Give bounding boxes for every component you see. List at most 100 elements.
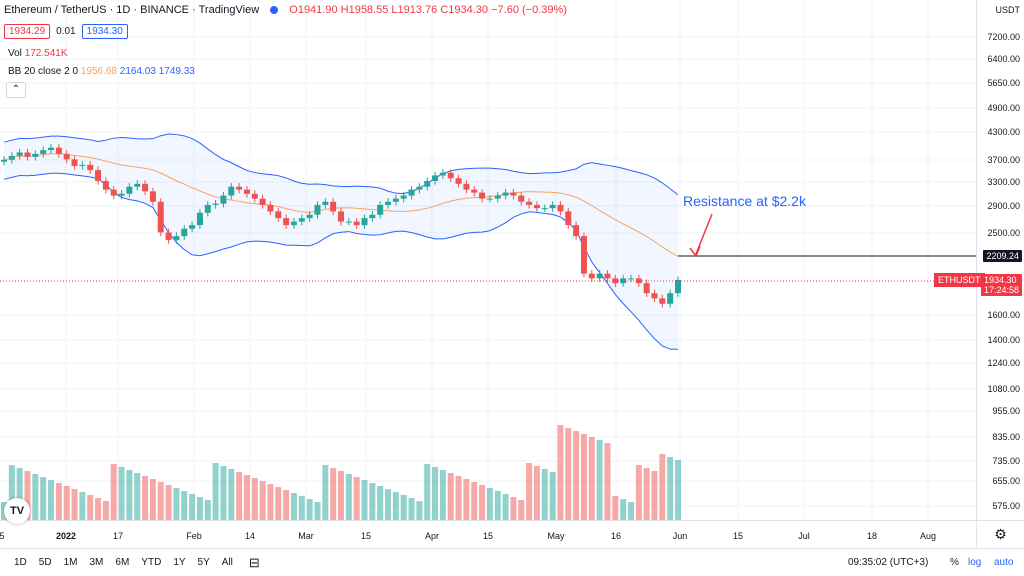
candle-body <box>533 204 540 209</box>
volume-bar <box>604 443 611 520</box>
volume-bar <box>471 482 478 520</box>
candle-body <box>267 204 274 212</box>
range-button-3m[interactable]: 3M <box>89 557 104 568</box>
price-tick: 1400.00 <box>987 335 1020 345</box>
settings-gear-icon[interactable]: ⚙ <box>976 520 1024 548</box>
tradingview-logo[interactable]: TV <box>4 498 30 524</box>
volume-bar <box>573 431 580 520</box>
candle-body <box>596 273 603 279</box>
volume-bar <box>620 499 627 520</box>
candle-body <box>330 201 337 212</box>
chevron-up-icon[interactable]: ⌃ <box>6 82 26 98</box>
ask-price[interactable]: 1934.30 <box>81 24 128 39</box>
range-button-6m[interactable]: 6M <box>115 557 130 568</box>
price-tick: 3300.00 <box>987 177 1020 187</box>
volume-bar <box>345 474 352 520</box>
volume-bar <box>588 437 595 520</box>
candle-body <box>8 155 15 160</box>
volume-bar <box>369 483 376 520</box>
time-axis[interactable]: 5 2022 17 Feb 14 Mar 15 Apr 15 May 16 Jun 15 Jul 18 Aug <box>0 520 976 548</box>
candle-body <box>377 204 384 215</box>
bb-upper-line <box>3 133 679 196</box>
candle-body <box>675 279 681 294</box>
volume-bar <box>251 478 258 520</box>
volume-bar <box>416 501 423 520</box>
range-button-1y[interactable]: 1Y <box>173 557 186 568</box>
volume-bar <box>580 434 587 520</box>
volume-bar <box>40 477 47 520</box>
auto-toggle[interactable]: auto <box>994 557 1014 568</box>
candle-body <box>424 180 431 187</box>
volume-bar <box>463 479 470 520</box>
volume-bar <box>439 470 446 520</box>
price-tick: 7200.00 <box>987 32 1020 42</box>
candle-body <box>659 298 666 304</box>
range-button-5y[interactable]: 5Y <box>197 557 210 568</box>
percent-toggle[interactable]: % <box>950 557 959 568</box>
candle-body <box>361 218 368 226</box>
candle-body <box>345 221 352 223</box>
volume-bar <box>275 487 282 520</box>
candle-body <box>243 189 250 194</box>
volume-bar <box>361 480 368 520</box>
volume-bar <box>79 492 86 520</box>
candle-body <box>416 186 423 190</box>
volume-bar <box>63 486 70 520</box>
range-button-all[interactable]: All <box>221 557 233 568</box>
candle-body <box>338 211 344 222</box>
candle-body <box>479 192 486 199</box>
candle-body <box>290 221 297 226</box>
price-chart[interactable] <box>0 0 976 520</box>
candle-body <box>24 152 31 157</box>
candle-body <box>259 198 266 205</box>
candle-body <box>87 164 94 171</box>
candle-body <box>643 283 650 294</box>
candle-body <box>385 201 392 205</box>
range-button-5d[interactable]: 5D <box>38 557 52 568</box>
candle-body <box>471 189 478 193</box>
volume-bar <box>596 440 603 520</box>
volume-bar <box>157 482 164 520</box>
range-button-1d[interactable]: 1D <box>14 557 27 568</box>
time-tick: Feb <box>186 531 202 541</box>
range-button-ytd[interactable]: YTD <box>141 557 162 568</box>
candle-body <box>32 153 39 157</box>
volume-bar <box>236 472 243 520</box>
time-tick: 5 <box>0 531 5 541</box>
candle-body <box>502 192 509 196</box>
price-tick: 1080.00 <box>987 384 1020 394</box>
price-axis[interactable]: USDT 7200.00 6400.00 5650.00 4900.00 4300.00… <box>976 0 1024 520</box>
time-tick: 18 <box>866 531 878 541</box>
volume-bar <box>173 488 180 520</box>
volume-bar <box>220 466 227 520</box>
bottom-toolbar: 1D 5D 1M 3M 6M YTD 1Y 5Y All ⊟ 09:35:02 (UTC+3) … <box>0 548 1024 576</box>
log-toggle[interactable]: log <box>968 557 982 568</box>
time-tick: 15 <box>482 531 494 541</box>
range-button-1m[interactable]: 1M <box>63 557 78 568</box>
volume-bar <box>526 463 533 520</box>
volume-bar <box>189 494 196 520</box>
candle-body <box>283 218 290 226</box>
volume-bar <box>118 467 125 520</box>
clock-time[interactable]: 09:35:02 (UTC+3) <box>848 557 929 568</box>
volume-legend[interactable]: Vol 172.541K <box>8 48 68 59</box>
volume-bar <box>267 484 274 520</box>
bb-legend[interactable]: BB 20 close 2 0 1956.68 2164.03 1749.33 <box>8 66 195 77</box>
time-tick: 17 <box>112 531 124 541</box>
candle-body <box>322 201 329 205</box>
volume-bar <box>142 476 149 520</box>
candle-body <box>510 192 517 196</box>
volume-bar <box>87 495 94 520</box>
volume-bar <box>651 471 658 520</box>
date-range-icon[interactable]: ⊟ <box>248 554 260 570</box>
volume-bar <box>541 469 548 520</box>
resistance-annotation[interactable]: Resistance at $2.2k <box>683 193 806 209</box>
symbol-title[interactable]: Ethereum / TetherUS · 1D · BINANCE · Tra… <box>4 4 260 16</box>
volume-bar <box>447 473 454 520</box>
bb-fill <box>4 134 678 350</box>
currency-label: USDT <box>995 5 1021 15</box>
price-tick: 5650.00 <box>987 78 1020 88</box>
last-price-label: 1934.30 17:24:58 <box>980 274 1022 296</box>
bid-price[interactable]: 1934.29 <box>4 24 51 39</box>
volume-bar <box>149 479 156 520</box>
